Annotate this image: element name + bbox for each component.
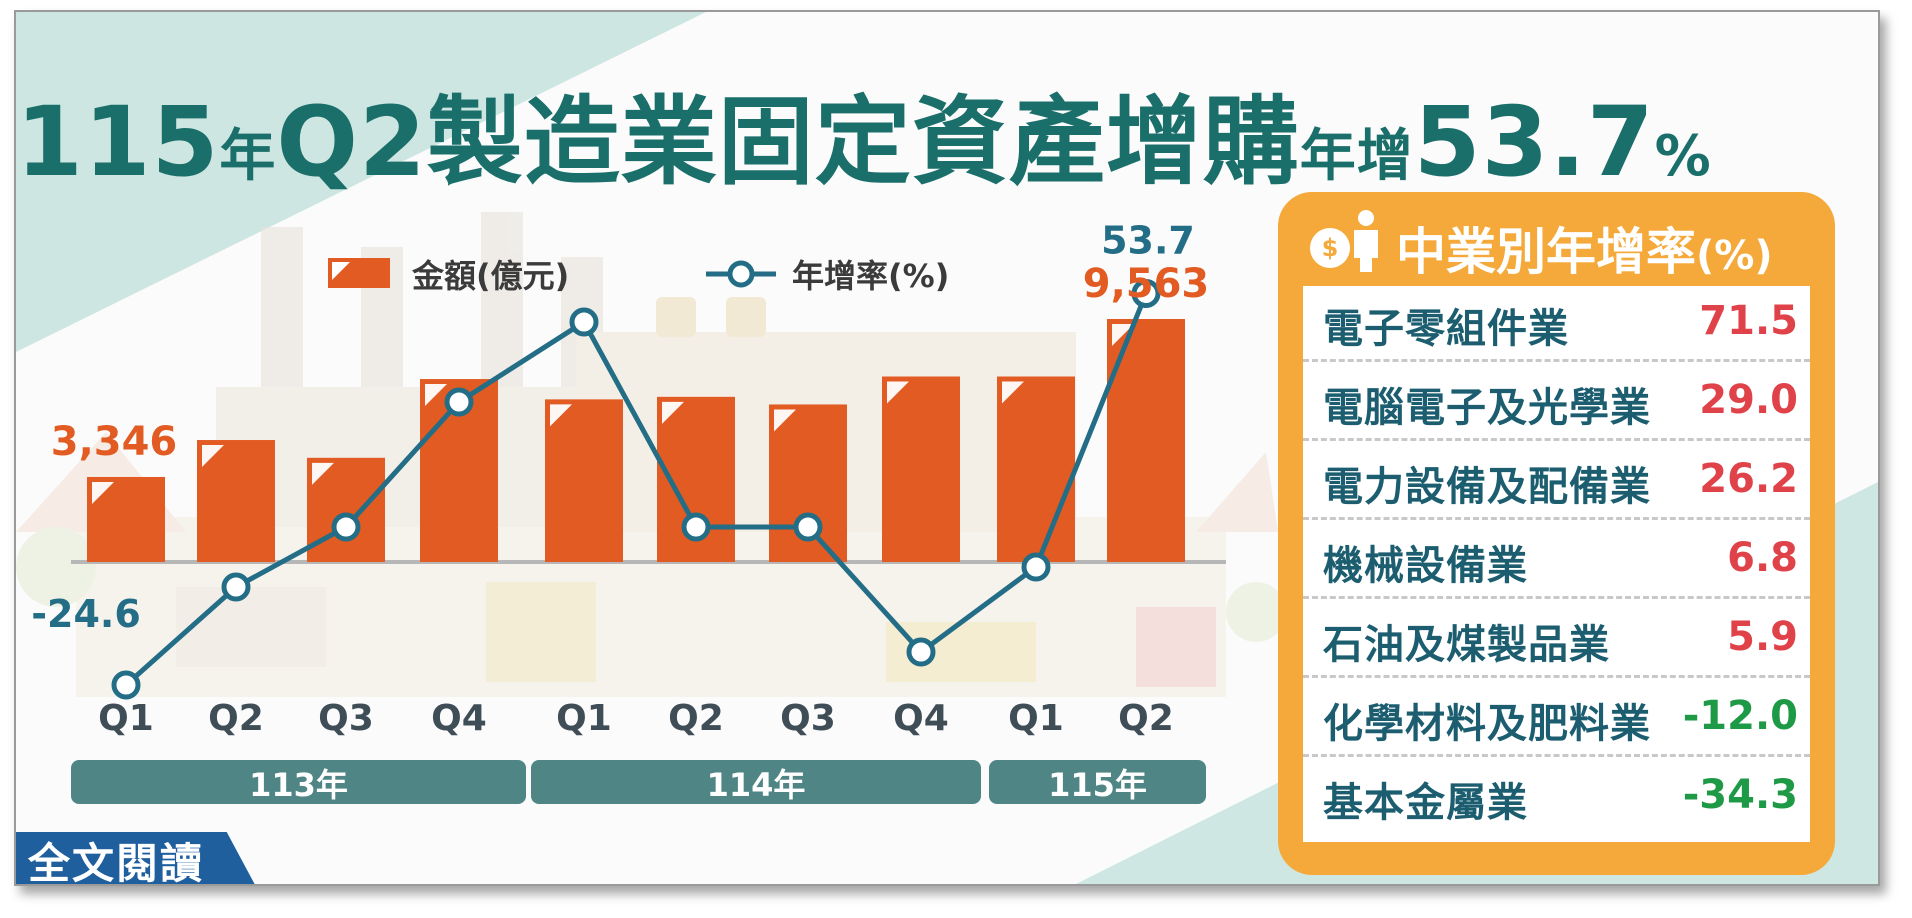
industry-name: 石油及煤製品業 (1323, 622, 1610, 668)
industry-growth-value: 6.8 (1727, 535, 1798, 581)
industry-row: 化學材料及肥料業 -12.0 (1303, 681, 1810, 757)
bar (882, 376, 960, 562)
bar-data-label: 9,563 (1083, 261, 1210, 307)
industry-name: 機械設備業 (1323, 543, 1528, 589)
x-tick-label: Q1 (556, 698, 612, 739)
svg-text:$: $ (1322, 234, 1339, 262)
x-tick-label: Q2 (668, 698, 724, 739)
title-yoy-label: 年增 (1299, 124, 1414, 189)
bar-highlight (92, 481, 114, 504)
industry-growth-value: 29.0 (1699, 377, 1798, 423)
bar (197, 440, 275, 562)
panel-title: 中業別年增率(%) (1396, 212, 1773, 284)
x-tick-label: Q1 (1008, 698, 1064, 739)
title-main: Q2製造業固定資產增購 (276, 86, 1300, 198)
line-data-label: 53.7 (1101, 219, 1195, 263)
title-percent: % (1654, 124, 1712, 189)
growth-point (221, 572, 251, 602)
x-tick-label: Q2 (1118, 698, 1174, 739)
bar-highlight (425, 384, 447, 407)
bar-highlight (887, 381, 909, 404)
infographic-card: 115年Q2製造業固定資產增購年增53.7% 3,346 9,563 -24.6 53… (14, 10, 1880, 886)
industry-row: 石油及煤製品業 5.9 (1303, 602, 1810, 678)
industry-name: 電子零組件業 (1323, 306, 1569, 352)
industry-name: 電力設備及配備業 (1323, 464, 1651, 510)
industry-growth-value: 71.5 (1699, 298, 1798, 344)
bar (545, 399, 623, 562)
industry-growth-value: -12.0 (1682, 693, 1798, 739)
industry-name: 電腦電子及光學業 (1323, 385, 1651, 431)
industry-row: 電腦電子及光學業 29.0 (1303, 365, 1810, 441)
bar-highlight (550, 404, 572, 427)
legend-line-label: 年增率(%) (792, 257, 949, 295)
bar-highlight (312, 462, 334, 485)
x-tick-label: Q3 (780, 698, 836, 739)
x-tick-label: Q1 (98, 698, 154, 739)
legend-bar-swatch-highlight (332, 262, 350, 280)
title-yoy-value: 53.7 (1413, 86, 1655, 198)
x-tick-label: Q2 (208, 698, 264, 739)
bar-highlight (662, 401, 684, 424)
year-band (71, 760, 526, 804)
industry-row: 基本金屬業 -34.3 (1303, 760, 1810, 836)
industry-growth-value: 26.2 (1699, 456, 1798, 502)
bar-highlight (1002, 381, 1024, 404)
growth-point (569, 307, 599, 337)
year-band (531, 760, 981, 804)
read-full-text-button[interactable]: 全文閱讀 (16, 832, 261, 884)
industry-name: 基本金屬業 (1323, 780, 1528, 826)
panel-title-text: 中業別年增率 (1396, 223, 1696, 281)
industry-name: 化學材料及肥料業 (1323, 701, 1651, 747)
year-band-label: 114年 (707, 766, 806, 804)
industry-row: 機械設備業 6.8 (1303, 523, 1810, 599)
x-tick-label: Q3 (318, 698, 374, 739)
growth-line (124, 292, 1149, 687)
legend-bar-label: 金額(億元) (411, 257, 569, 295)
bar (997, 376, 1075, 562)
bar-highlight (202, 445, 224, 468)
year-band (989, 760, 1206, 804)
industry-growth-panel: $ 中業別年增率(%) 電子零組件業 71.5 電腦電子及光學業 29.0 電力設備及配… (1278, 192, 1835, 875)
industry-list: 電子零組件業 71.5 電腦電子及光學業 29.0 電力設備及配備業 26.2 機械設備業 6… (1303, 286, 1810, 842)
bar-highlight (774, 409, 796, 432)
line-data-label: -24.6 (31, 592, 141, 636)
year-band-label: 115年 (1048, 766, 1147, 804)
bar-data-label: 3,346 (51, 419, 178, 465)
growth-point (681, 512, 711, 542)
growth-point (906, 637, 936, 667)
growth-point (111, 670, 141, 700)
growth-point (1131, 279, 1161, 308)
growth-point (444, 387, 474, 417)
industry-row: 電子零組件業 71.5 (1303, 286, 1810, 362)
panel-title-unit: (%) (1696, 233, 1773, 279)
person-coin-icon: $ (1310, 210, 1378, 272)
x-tick-label: Q4 (431, 698, 487, 739)
legend-line-marker (727, 260, 755, 288)
page-title: 115年Q2製造業固定資產增購年增53.7% (16, 64, 1711, 203)
growth-point (1021, 552, 1051, 582)
year-band-label: 113年 (249, 766, 348, 804)
industry-row: 電力設備及配備業 26.2 (1303, 444, 1810, 520)
industry-growth-value: 5.9 (1727, 614, 1798, 660)
bar-highlight (1112, 324, 1134, 346)
title-year-unit: 年 (219, 124, 277, 189)
x-tick-label: Q4 (893, 698, 949, 739)
title-year: 115 (16, 86, 220, 198)
growth-point (331, 512, 361, 542)
growth-point (793, 512, 823, 542)
industry-growth-value: -34.3 (1682, 772, 1798, 818)
capex-chart: 3,346 9,563 -24.6 53.7 Q1 Q2 Q3 Q4 Q1 Q2 Q3 Q4 Q1 Q2 1… (31, 219, 1226, 804)
